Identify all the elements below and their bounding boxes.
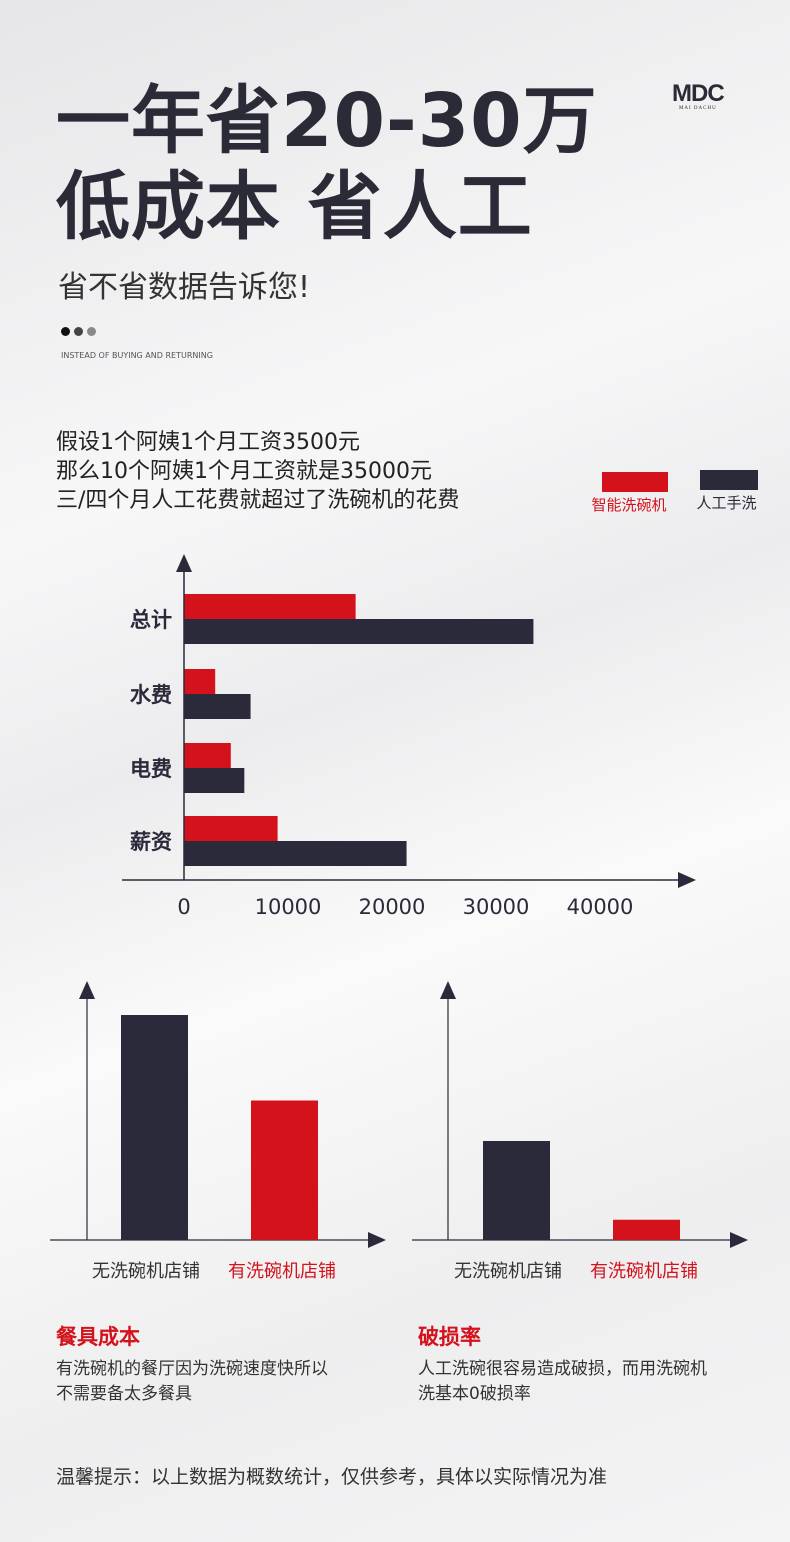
small-charts (50, 981, 748, 1248)
intro-text: 假设1个阿姨1个月工资3500元 那么10个阿姨1个月工资就是35000元 三/… (56, 430, 460, 513)
x-axis-arrow (730, 1232, 748, 1248)
bar (483, 1141, 550, 1240)
legend-item-dishwasher: 智能洗碗机 (590, 472, 668, 515)
subtitle: 省不省数据告诉您! (58, 270, 311, 305)
bar-dishwasher (184, 743, 231, 768)
x-axis-arrow (678, 872, 696, 888)
category-label: 无洗碗机店铺 (454, 1261, 562, 1282)
headline-1: 一年省20-30万 (56, 78, 598, 164)
bar (251, 1100, 318, 1240)
bar-manual (184, 694, 251, 719)
x-axis-arrow (368, 1232, 386, 1248)
legend-swatch (602, 472, 668, 492)
english-tagline: INSTEAD OF BUYING AND RETURNING (61, 351, 213, 360)
dot-icon (87, 327, 96, 336)
footer-note: 温馨提示：以上数据为概数统计，仅供参考，具体以实际情况为准 (56, 1466, 608, 1488)
y-axis-arrow (440, 981, 456, 999)
bar (121, 1015, 188, 1240)
category-label: 总计 (130, 608, 172, 632)
category-label: 无洗碗机店铺 (92, 1261, 200, 1282)
dot-icon (74, 327, 83, 336)
y-axis-arrow (176, 554, 192, 572)
category-label: 有洗碗机店铺 (590, 1261, 698, 1282)
x-tick-label: 0 (177, 895, 190, 919)
headline-2: 低成本 省人工 (56, 164, 533, 250)
x-tick-label: 20000 (359, 895, 426, 919)
dot-icon (61, 327, 70, 336)
bar-manual (184, 768, 245, 793)
note-tableware-cost: 餐具成本 有洗碗机的餐厅因为洗碗速度快所以 不需要备太多餐具 (56, 1325, 328, 1404)
category-label: 水费 (130, 683, 172, 707)
bar-dishwasher (184, 594, 356, 619)
legend-item-manual: 人工手洗 (695, 470, 758, 513)
x-tick-label: 30000 (463, 895, 530, 919)
bar-dishwasher (184, 816, 278, 841)
x-tick-label: 10000 (255, 895, 322, 919)
category-label: 有洗碗机店铺 (228, 1261, 336, 1282)
note-breakage-rate: 破损率 人工洗碗很容易造成破损，而用洗碗机 洗基本0破损率 (418, 1325, 707, 1404)
bar-manual (184, 619, 534, 644)
category-label: 薪资 (130, 830, 172, 854)
y-axis-arrow (79, 981, 95, 999)
brand-logo: MDC MAI DACHU (672, 80, 725, 112)
legend-swatch (700, 470, 758, 490)
bar (613, 1219, 680, 1240)
bar-manual (184, 841, 407, 866)
bar-dishwasher (184, 669, 216, 694)
category-label: 电费 (130, 757, 172, 781)
x-tick-label: 40000 (567, 895, 634, 919)
